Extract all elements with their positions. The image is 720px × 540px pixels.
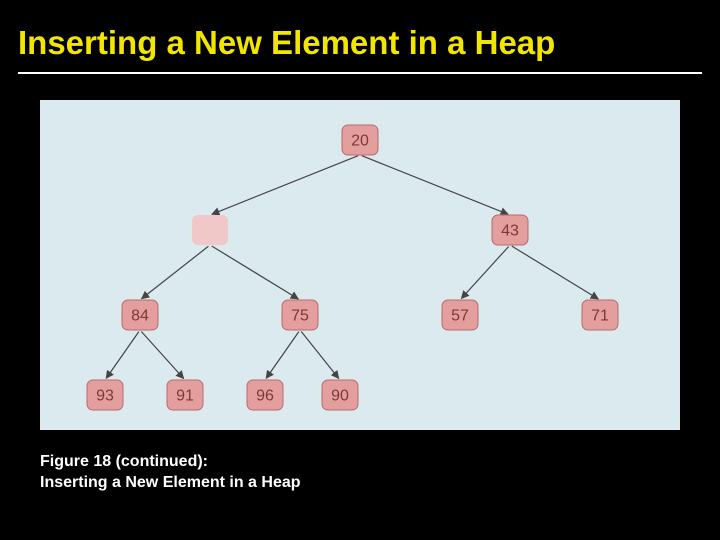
tree-node-label: 91	[176, 388, 194, 405]
tree-node-label: 43	[501, 223, 519, 240]
tree-panel: 20 43 84 75 57 71 93 91 96 90	[40, 100, 680, 430]
tree-node-label: 75	[291, 308, 309, 325]
tree-node: 93	[87, 380, 123, 410]
slide: Inserting a New Element in a Heap 20 43 84…	[0, 0, 720, 540]
tree-node-label: 57	[451, 308, 469, 325]
tree-node-label: 20	[351, 133, 369, 150]
tree-node-label: 84	[131, 308, 149, 325]
heap-tree-diagram: 20 43 84 75 57 71 93 91 96 90	[40, 100, 680, 430]
caption-line-1: Figure 18 (continued):	[40, 452, 301, 473]
slide-title: Inserting a New Element in a Heap	[18, 24, 555, 62]
title-underline	[18, 72, 702, 74]
tree-node: 43	[492, 215, 528, 245]
tree-node	[192, 215, 228, 245]
tree-node-label: 90	[331, 388, 349, 405]
tree-node: 71	[582, 300, 618, 330]
tree-node: 20	[342, 125, 378, 155]
tree-node: 96	[247, 380, 283, 410]
tree-node: 57	[442, 300, 478, 330]
tree-node-label: 71	[591, 308, 609, 325]
tree-node: 75	[282, 300, 318, 330]
figure-caption: Figure 18 (continued): Inserting a New E…	[40, 452, 301, 494]
tree-node-label: 96	[256, 388, 274, 405]
tree-node: 84	[122, 300, 158, 330]
caption-line-2: Inserting a New Element in a Heap	[40, 473, 301, 494]
tree-node: 90	[322, 380, 358, 410]
tree-node: 91	[167, 380, 203, 410]
tree-node-label: 93	[96, 388, 114, 405]
